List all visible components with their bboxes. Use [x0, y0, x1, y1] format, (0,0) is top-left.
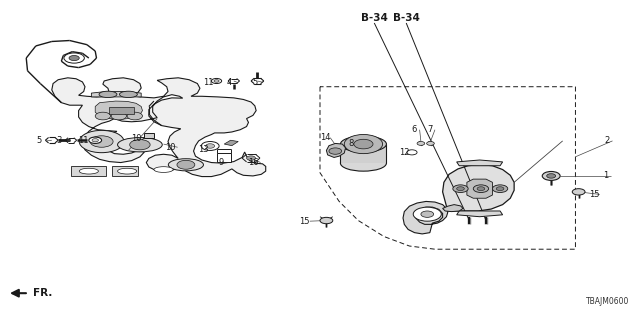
- Text: 10: 10: [164, 143, 175, 152]
- Circle shape: [542, 172, 560, 180]
- Circle shape: [127, 112, 143, 120]
- Text: 11: 11: [79, 136, 89, 145]
- Bar: [145, 132, 154, 138]
- Polygon shape: [326, 143, 346, 157]
- Circle shape: [69, 55, 79, 60]
- Circle shape: [320, 217, 333, 224]
- Circle shape: [427, 141, 435, 145]
- Circle shape: [329, 148, 342, 154]
- Polygon shape: [403, 201, 448, 234]
- Circle shape: [211, 78, 221, 84]
- Ellipse shape: [118, 138, 163, 152]
- Circle shape: [246, 156, 255, 160]
- Circle shape: [201, 141, 219, 150]
- Text: 15: 15: [589, 190, 600, 199]
- Circle shape: [111, 112, 127, 120]
- Polygon shape: [457, 211, 502, 217]
- Polygon shape: [52, 78, 266, 177]
- Bar: [71, 166, 106, 176]
- Text: 1: 1: [604, 172, 609, 180]
- Circle shape: [89, 137, 102, 143]
- Circle shape: [492, 185, 508, 193]
- Bar: [113, 166, 138, 176]
- Text: B-34: B-34: [361, 13, 388, 23]
- Circle shape: [205, 144, 214, 148]
- Bar: [216, 153, 230, 162]
- Text: 3: 3: [57, 136, 62, 145]
- Text: B-34: B-34: [393, 13, 420, 23]
- Text: 5: 5: [36, 136, 42, 145]
- Polygon shape: [92, 92, 141, 97]
- Text: 15: 15: [300, 217, 310, 226]
- Text: 13: 13: [198, 145, 209, 154]
- Circle shape: [214, 80, 219, 82]
- Circle shape: [90, 136, 113, 147]
- Circle shape: [473, 185, 488, 193]
- Bar: [109, 108, 134, 114]
- Text: 5: 5: [252, 78, 257, 87]
- Circle shape: [413, 207, 442, 221]
- Circle shape: [95, 112, 111, 120]
- Polygon shape: [467, 179, 492, 198]
- Ellipse shape: [99, 91, 117, 98]
- Ellipse shape: [168, 159, 204, 171]
- Circle shape: [407, 150, 417, 155]
- Ellipse shape: [79, 168, 99, 174]
- Text: 6: 6: [412, 125, 417, 134]
- Text: FR.: FR.: [33, 288, 52, 298]
- Text: TBAJM0600: TBAJM0600: [586, 297, 630, 306]
- Text: 11: 11: [203, 78, 214, 87]
- Circle shape: [177, 160, 195, 169]
- Ellipse shape: [118, 168, 137, 174]
- Polygon shape: [224, 140, 238, 146]
- Ellipse shape: [154, 167, 173, 172]
- Bar: [340, 144, 387, 163]
- Text: 2: 2: [605, 136, 610, 145]
- Circle shape: [457, 187, 465, 191]
- Text: 14: 14: [320, 133, 330, 142]
- Text: 10: 10: [131, 134, 141, 143]
- Text: 8: 8: [348, 139, 353, 148]
- Circle shape: [572, 189, 585, 195]
- Text: 9: 9: [218, 158, 223, 167]
- Circle shape: [453, 185, 468, 193]
- Circle shape: [496, 187, 504, 191]
- Circle shape: [547, 174, 556, 178]
- Text: 12: 12: [399, 148, 410, 157]
- Circle shape: [79, 130, 124, 153]
- Ellipse shape: [340, 136, 387, 152]
- Circle shape: [421, 211, 434, 217]
- Circle shape: [354, 139, 373, 149]
- Circle shape: [344, 134, 383, 154]
- Ellipse shape: [340, 155, 387, 171]
- Circle shape: [64, 53, 84, 63]
- Circle shape: [417, 141, 425, 145]
- Text: 7: 7: [427, 125, 433, 134]
- Polygon shape: [443, 204, 463, 212]
- Circle shape: [130, 140, 150, 150]
- Circle shape: [477, 187, 484, 191]
- Text: 16: 16: [248, 158, 259, 167]
- Polygon shape: [457, 160, 502, 166]
- Polygon shape: [443, 164, 514, 211]
- Polygon shape: [95, 101, 143, 119]
- Ellipse shape: [120, 91, 138, 98]
- Circle shape: [92, 139, 99, 142]
- Text: 4: 4: [227, 78, 232, 87]
